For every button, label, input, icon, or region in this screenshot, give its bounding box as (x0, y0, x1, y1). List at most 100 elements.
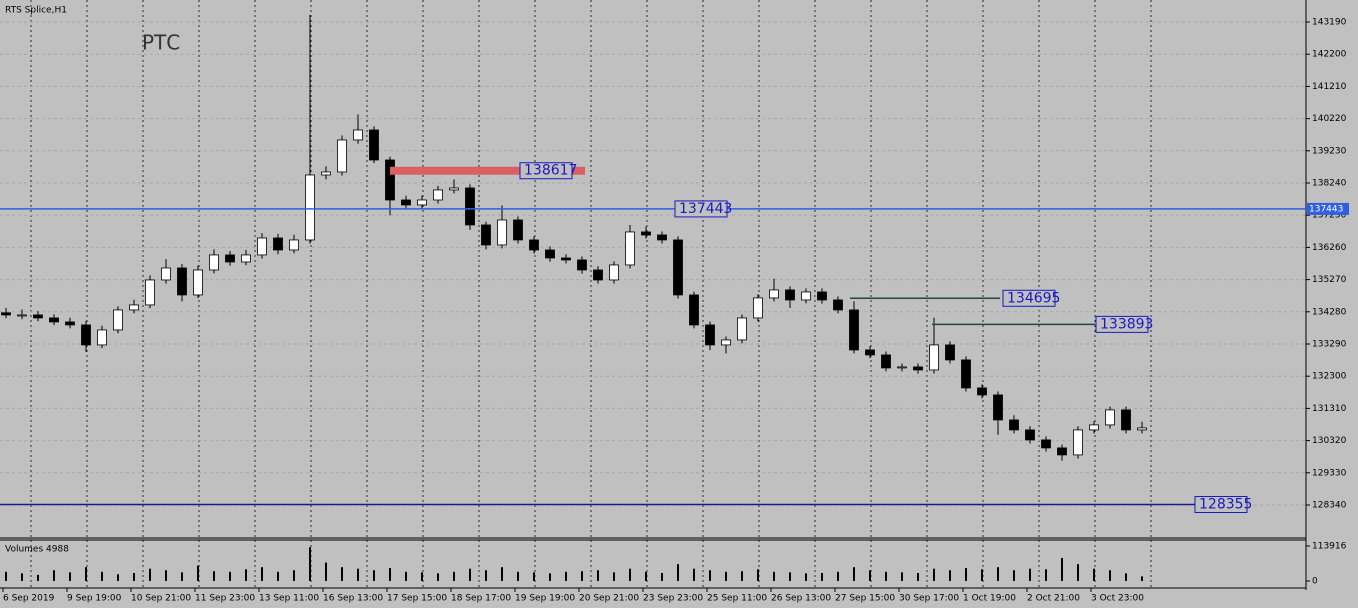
candle-body (897, 366, 907, 369)
candle-body (721, 339, 731, 346)
candle-body (641, 231, 651, 236)
candle-body (401, 199, 411, 206)
candle-body (417, 199, 427, 206)
candle-body (353, 129, 363, 141)
candle-body (785, 289, 795, 301)
candle-body (561, 257, 571, 261)
candle-body (1089, 424, 1099, 431)
candle-body (929, 344, 939, 371)
candle-body (433, 189, 443, 201)
candle-body (225, 254, 235, 263)
level-label-box (1095, 315, 1149, 333)
candle-body (97, 329, 107, 346)
candle-body (849, 309, 859, 351)
level-label: 137443 (679, 201, 732, 217)
candle-body (801, 291, 811, 301)
candle-body (129, 304, 139, 311)
candle-body (1025, 429, 1035, 441)
candle-body (209, 254, 219, 271)
candle-body (577, 259, 587, 271)
candle-body (385, 159, 395, 201)
x-tick-label: 25 Sep 11:00 (707, 594, 767, 604)
x-tick-label: 9 Sep 19:00 (67, 594, 122, 604)
candle-body (689, 294, 699, 326)
level-label-box (1194, 496, 1248, 514)
candle-body (305, 174, 315, 241)
volume-label: Volumes 4988 (5, 545, 69, 555)
candle-body (161, 267, 171, 281)
candle-body (865, 349, 875, 356)
candle-body (1121, 409, 1131, 431)
candle-body (17, 314, 27, 317)
y-tick-label: 130320 (1312, 436, 1347, 446)
y-tick-label: 136260 (1312, 243, 1347, 253)
candle-body (33, 314, 43, 319)
level-label: 138617 (524, 163, 577, 179)
y-tick-label: 128340 (1312, 500, 1347, 510)
x-tick-label: 19 Sep 19:00 (515, 594, 575, 604)
candle-body (625, 231, 635, 266)
volume-tick-label: 113916 (1312, 542, 1347, 552)
y-tick-label: 133290 (1312, 339, 1347, 349)
x-tick-label: 23 Sep 23:00 (643, 594, 703, 604)
x-tick-label: 17 Sep 15:00 (387, 594, 447, 604)
volume-tick-label: 0 (1312, 577, 1318, 587)
candle-body (1009, 419, 1019, 431)
candle-body (369, 129, 379, 161)
level-label-box (1002, 289, 1056, 307)
candle-body (1137, 427, 1147, 431)
candle-body (1073, 429, 1083, 456)
candle-body (737, 317, 747, 341)
candle-body (673, 239, 683, 296)
candle-body (289, 239, 299, 251)
axis-price-tag (1307, 202, 1349, 215)
candle-body (1, 312, 11, 316)
x-tick-label: 10 Sep 21:00 (131, 594, 191, 604)
candle-body (529, 239, 539, 251)
candle-body (545, 249, 555, 259)
candle-body (913, 366, 923, 371)
candle-body (273, 237, 283, 251)
y-tick-label: 129330 (1312, 468, 1347, 478)
candle-body (513, 219, 523, 241)
y-tick-label: 132300 (1312, 372, 1347, 382)
x-tick-label: 27 Sep 15:00 (835, 594, 895, 604)
x-tick-label: 20 Sep 21:00 (579, 594, 639, 604)
x-tick-label: 30 Sep 17:00 (899, 594, 959, 604)
candle-body (177, 267, 187, 296)
candle-body (977, 387, 987, 396)
x-tick-label: 1 Oct 19:00 (963, 594, 1016, 604)
y-tick-label: 141210 (1312, 82, 1347, 92)
candle-body (657, 234, 667, 241)
candle-body (593, 269, 603, 281)
level-label-box (519, 162, 573, 180)
y-tick-label: 139230 (1312, 146, 1347, 156)
candle-body (1105, 409, 1115, 426)
candle-body (961, 359, 971, 389)
x-tick-label: 6 Sep 2019 (3, 594, 55, 604)
candle-body (193, 269, 203, 296)
y-tick-label: 137250 (1312, 211, 1347, 221)
x-tick-label: 13 Sep 11:00 (259, 594, 319, 604)
candle-body (1057, 447, 1067, 456)
candle-body (705, 324, 715, 346)
candle-body (833, 299, 843, 311)
candle-body (769, 289, 779, 299)
y-tick-label: 131310 (1312, 404, 1347, 414)
candle-body (817, 291, 827, 301)
watermark: РТС (142, 31, 180, 55)
y-tick-label: 134280 (1312, 307, 1347, 317)
x-tick-label: 18 Sep 17:00 (451, 594, 511, 604)
axis-price-tag-label: 137443 (1309, 204, 1343, 214)
candle-body (113, 309, 123, 331)
candle-body (65, 321, 75, 326)
candle-body (481, 224, 491, 246)
x-tick-label: 26 Sep 13:00 (771, 594, 831, 604)
x-tick-label: 11 Sep 23:00 (195, 594, 255, 604)
candle-body (449, 187, 459, 191)
candle-body (753, 297, 763, 319)
x-tick-label: 3 Oct 23:00 (1091, 594, 1144, 604)
candle-body (81, 324, 91, 346)
